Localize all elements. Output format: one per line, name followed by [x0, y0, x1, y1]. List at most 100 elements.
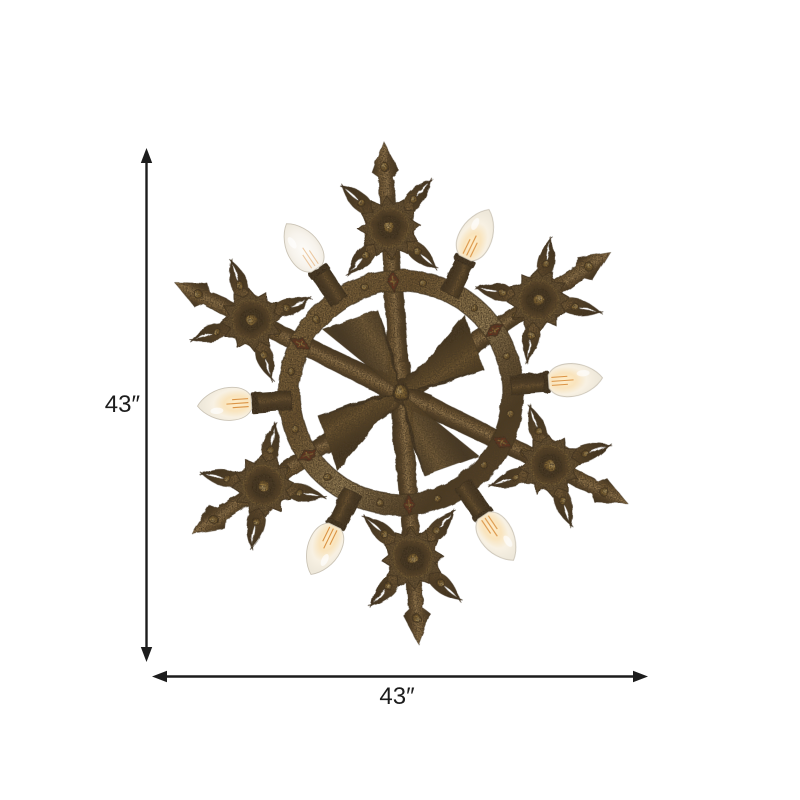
- windmill-pinwheel: [316, 308, 484, 476]
- diamond-cross-icon: [388, 275, 396, 286]
- medallion-brass-ball: [531, 293, 544, 306]
- medallion-brass-ball: [543, 458, 556, 471]
- claw-bracket: [198, 420, 327, 550]
- rivet: [505, 409, 514, 418]
- rivet: [374, 497, 383, 506]
- height-label: 43″: [105, 391, 141, 418]
- rivet: [360, 249, 369, 259]
- chandelier-bulb-glasses: [196, 209, 604, 575]
- snowflake-arm: [361, 360, 462, 645]
- bulb-socket: [325, 486, 361, 531]
- bulb-highlight: [576, 369, 590, 377]
- rivet: [383, 581, 392, 590]
- rivet: [480, 461, 489, 470]
- rivet: [356, 198, 365, 207]
- claw-bracket: [338, 176, 439, 277]
- edison-bulb: [455, 209, 494, 262]
- medallion-brass-ball: [382, 220, 395, 233]
- bulb-socket: [249, 389, 292, 414]
- bulb-filament: [551, 375, 574, 386]
- claw-bracket: [188, 257, 313, 382]
- claw-bracket: [361, 507, 462, 608]
- rivet: [432, 493, 441, 502]
- rivet: [411, 612, 421, 623]
- rivet: [435, 577, 444, 586]
- rivet: [211, 327, 221, 336]
- rivet: [411, 246, 421, 255]
- bulb-socket: [439, 253, 475, 298]
- rivet: [408, 194, 417, 203]
- rivet: [526, 331, 535, 340]
- bulb-filament: [322, 526, 338, 549]
- bulb-highlight: [320, 554, 329, 567]
- chandelier-metal-body: [172, 139, 628, 645]
- bulb-highlight: [503, 535, 513, 547]
- rivet: [322, 472, 331, 481]
- rivet: [251, 516, 260, 526]
- arrow-up-icon: [140, 148, 153, 163]
- bulb-socket: [307, 262, 347, 307]
- red-diamond-accent: [483, 322, 503, 336]
- edison-bulb: [475, 511, 517, 561]
- edison-bulb: [547, 363, 604, 398]
- rivet: [497, 287, 506, 297]
- bulb-filament: [462, 235, 478, 258]
- rivet: [579, 448, 589, 457]
- rivet: [469, 303, 478, 312]
- pinwheel-blade: [399, 390, 479, 476]
- bulb-socket: [453, 477, 493, 522]
- pinwheel-blade: [398, 313, 484, 393]
- diamond-cross-icon: [495, 437, 506, 445]
- bulb-highlight: [287, 237, 297, 249]
- pinwheel-hub-ball: [392, 384, 408, 400]
- rivet: [286, 366, 295, 375]
- rivet: [431, 525, 440, 535]
- rivet: [556, 495, 566, 504]
- rivet: [501, 351, 510, 360]
- width-dimension: 43″: [152, 670, 648, 710]
- claw-bracket: [473, 234, 602, 364]
- red-diamond-accent: [401, 492, 415, 516]
- edison-bulb: [196, 386, 253, 421]
- diamond-cross-icon: [302, 451, 312, 459]
- height-dimension: 43″: [105, 148, 153, 662]
- medallion-brass-ball: [256, 478, 269, 491]
- rivet: [417, 278, 426, 287]
- pinwheel-blade: [321, 308, 401, 394]
- bulb-highlight: [471, 217, 480, 230]
- rivet: [533, 425, 542, 435]
- edison-bulb: [283, 223, 325, 273]
- rivet: [290, 424, 299, 433]
- rivet: [379, 161, 389, 172]
- bulb-glass: [196, 386, 253, 421]
- red-diamond-accent: [288, 336, 310, 349]
- claw-bracket: [487, 402, 612, 527]
- bulb-filament: [302, 247, 319, 269]
- chandelier-photo: [172, 139, 628, 645]
- arrow-left-icon: [152, 670, 167, 683]
- rivet: [192, 288, 202, 298]
- arrow-right-icon: [633, 670, 648, 683]
- width-label: 43″: [379, 683, 415, 710]
- rivet: [569, 301, 578, 311]
- red-diamond-accent: [490, 435, 512, 448]
- rivet: [379, 529, 389, 538]
- rivet: [510, 472, 519, 481]
- rivet: [582, 261, 592, 271]
- rivet: [234, 280, 244, 289]
- bulb-filament: [226, 398, 249, 409]
- rivet: [265, 444, 274, 453]
- pinwheel-blade: [316, 391, 402, 471]
- bulb-glass: [547, 363, 604, 398]
- rivet: [222, 473, 231, 483]
- dimension-annotations: 43″ 43″: [105, 148, 648, 710]
- medallion-brass-ball: [244, 313, 257, 326]
- rivet: [281, 303, 290, 312]
- rivet: [208, 513, 218, 523]
- bulb-socket: [508, 370, 551, 395]
- bulb-filament: [481, 515, 498, 537]
- rivet: [258, 349, 267, 359]
- red-diamond-accent: [385, 268, 399, 292]
